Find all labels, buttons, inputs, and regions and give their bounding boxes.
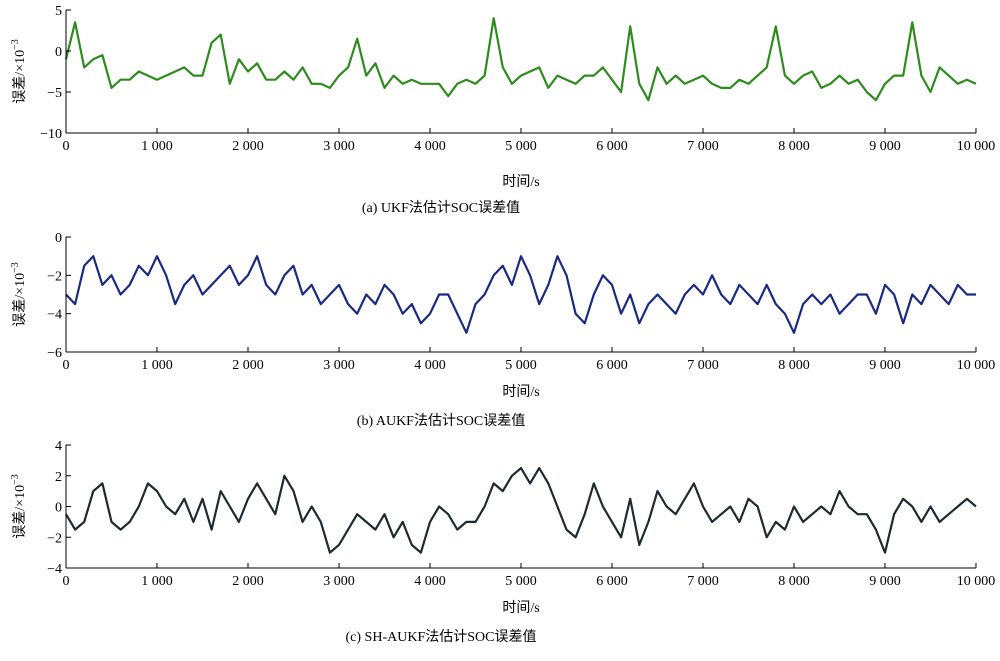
x-tick-label: 5 000 — [505, 139, 537, 154]
x-tick-label: 1 000 — [141, 139, 173, 154]
x-tick-label: 3 000 — [323, 139, 355, 154]
y-axis-label-exponent: −3 — [10, 39, 21, 50]
x-tick-label: 6 000 — [596, 358, 628, 373]
y-tick-label: −4 — [47, 562, 62, 577]
x-tick-label: 2 000 — [232, 358, 264, 373]
subplot-2: −6 −4 −2 0 0 1 000 2 000 3 000 4 000 5 000 6 000 7 … — [10, 231, 995, 429]
x-tick-label: 6 000 — [596, 574, 628, 589]
subplot-caption: (c) SH-AUKF法估计SOC误差值 — [346, 629, 537, 645]
x-tick-label: 10 000 — [957, 358, 996, 373]
x-tick-label: 3 000 — [323, 358, 355, 373]
x-tick-label: 8 000 — [778, 139, 810, 154]
x-tick-label: 1 000 — [141, 574, 173, 589]
x-tick-label: 2 000 — [232, 574, 264, 589]
x-tick-label: 8 000 — [778, 574, 810, 589]
y-tick-label: 0 — [55, 231, 62, 246]
y-tick-label: −5 — [47, 86, 62, 101]
y-tick-label: −6 — [47, 346, 62, 361]
subplot-3: −4 −2 0 2 4 0 1 000 2 000 3 000 4 000 5 000 6 000 7 … — [10, 439, 995, 645]
x-tick-label: 3 000 — [323, 574, 355, 589]
subplot-1: −10 −5 0 5 0 1 000 2 000 3 000 4 000 5 000 6 000 7 … — [10, 4, 995, 216]
x-tick-label: 4 000 — [414, 574, 446, 589]
x-tick-label: 4 000 — [414, 139, 446, 154]
y-tick-label: −4 — [47, 308, 62, 323]
x-tick-label: 9 000 — [869, 574, 901, 589]
y-axis-label: 误差/×10−3 — [10, 262, 28, 326]
y-axis-label-text: 误差/×10 — [12, 485, 28, 539]
y-axis-label: 误差/×10−3 — [10, 474, 28, 538]
y-axis-label: 误差/×10−3 — [10, 39, 28, 103]
x-tick-label: 0 — [63, 574, 70, 589]
x-axis-label: 时间/s — [502, 384, 539, 400]
y-axis-label-text: 误差/×10 — [12, 50, 28, 104]
y-tick-label: −2 — [47, 269, 62, 284]
x-tick-label: 0 — [63, 358, 70, 373]
x-tick-label: 5 000 — [505, 574, 537, 589]
y-tick-label: 0 — [55, 501, 62, 516]
x-tick-label: 6 000 — [596, 139, 628, 154]
x-tick-label: 7 000 — [687, 139, 719, 154]
y-axis-label-exponent: −3 — [10, 262, 21, 273]
x-tick-label: 9 000 — [869, 358, 901, 373]
x-tick-label: 2 000 — [232, 139, 264, 154]
x-tick-label: 10 000 — [957, 574, 996, 589]
y-tick-label: −2 — [47, 531, 62, 546]
y-axis-label-text: 误差/×10 — [12, 273, 28, 327]
x-tick-label: 7 000 — [687, 358, 719, 373]
y-tick-label: 0 — [55, 45, 62, 60]
x-axis-label: 时间/s — [502, 600, 539, 616]
x-tick-label: 7 000 — [687, 574, 719, 589]
y-tick-label: −10 — [40, 127, 62, 142]
x-tick-label: 5 000 — [505, 358, 537, 373]
x-tick-label: 10 000 — [957, 139, 996, 154]
y-axis-label-exponent: −3 — [10, 474, 21, 485]
y-tick-label: 2 — [55, 470, 62, 485]
subplot-caption: (b) AUKF法估计SOC误差值 — [357, 413, 525, 429]
series-line — [65, 467, 977, 554]
y-tick-label: 5 — [55, 4, 62, 19]
y-tick-label: 4 — [55, 439, 62, 454]
series-line — [64, 17, 977, 102]
subplot-caption: (a) UKF法估计SOC误差值 — [362, 200, 520, 216]
series-line — [65, 255, 976, 334]
x-tick-label: 4 000 — [414, 358, 446, 373]
x-tick-label: 0 — [63, 139, 70, 154]
x-tick-label: 1 000 — [141, 358, 173, 373]
x-tick-label: 8 000 — [778, 358, 810, 373]
x-tick-label: 9 000 — [869, 139, 901, 154]
x-axis-label: 时间/s — [502, 174, 539, 190]
